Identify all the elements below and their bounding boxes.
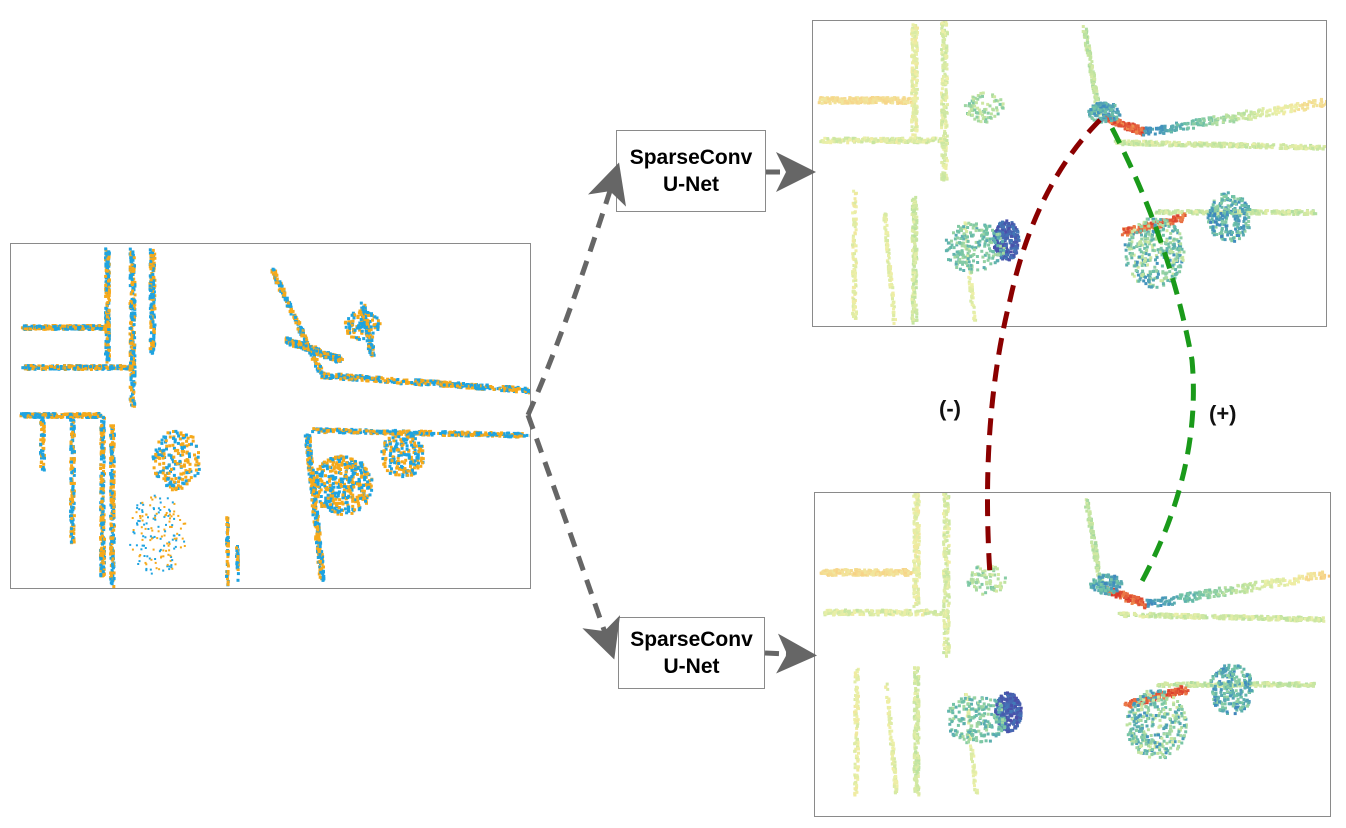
- positive-pair-link: [1109, 126, 1196, 587]
- box-bottom-line1: SparseConv: [630, 628, 753, 651]
- sparseconv-unet-box-top: SparseConv U-Net: [616, 130, 766, 212]
- box-top-line2: U-Net: [663, 173, 719, 196]
- negative-pair-label: (-): [939, 396, 961, 421]
- input-point-cloud: [19, 247, 530, 588]
- negative-pair-link: [985, 118, 1102, 576]
- branch-arrow-top: [525, 162, 627, 417]
- output-feature-panel-top: [812, 20, 1327, 327]
- output-feature-panel-bottom: [814, 492, 1331, 817]
- output-arrow-bottom: [764, 633, 817, 674]
- positive-pair-label: (+): [1209, 401, 1237, 426]
- branch-arrow-bottom: [525, 414, 621, 660]
- input-point-cloud-panel: [10, 243, 531, 589]
- sparseconv-unet-box-bottom: SparseConv U-Net: [618, 617, 765, 689]
- box-bottom-line2: U-Net: [663, 655, 720, 678]
- box-top-line1: SparseConv: [629, 146, 753, 169]
- feature-point-cloud-bottom: [819, 493, 1330, 797]
- feature-point-cloud-top: [817, 21, 1326, 325]
